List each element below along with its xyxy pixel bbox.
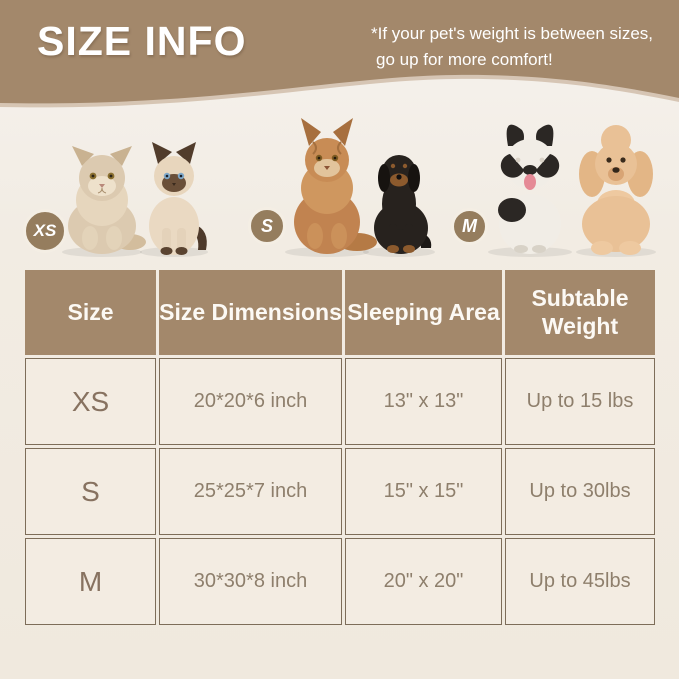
size-badge-m: M [451,208,488,245]
note-line-2: go up for more comfort! [376,49,553,69]
column-header-dimensions: Size Dimensions [159,270,342,355]
dachshund-dog-illustration [374,155,432,254]
cell-size-s: S [25,448,156,535]
pets-xs-image [62,142,208,257]
pets-s-image [285,118,435,257]
cell-weight-m: Up to 45lbs [505,538,655,625]
siamese-cat-illustration [149,142,207,255]
cell-weight-xs: Up to 15 lbs [505,358,655,445]
column-header-size: Size [25,270,156,355]
note-line-1: *If your pet's weight is between sizes, [371,24,653,43]
column-header-sleeping: Sleeping Area [345,270,502,355]
header-note: *If your pet's weight is between sizes, … [371,21,671,72]
cell-weight-s: Up to 30lbs [505,448,655,535]
cell-dimensions-s: 25*25*7 inch [159,448,342,535]
persian-cat-illustration [68,146,146,254]
cell-sleeping-area-s: 15" x 15" [345,448,502,535]
wave-main [0,0,679,104]
pets-m-image [488,124,656,257]
cell-size-m: M [25,538,156,625]
size-table: Size Size Dimensions Sleeping Area Subta… [25,270,655,625]
maine-coon-cat-illustration [294,118,377,254]
size-badge-xs: XS [23,209,67,253]
column-header-weight: Subtable Weight [505,270,655,355]
cell-size-xs: XS [25,358,156,445]
cell-sleeping-area-m: 20" x 20" [345,538,502,625]
french-bulldog-illustration [498,124,561,254]
cell-dimensions-m: 30*30*8 inch [159,538,342,625]
poodle-dog-illustration [579,125,653,255]
size-badge-s: S [248,207,286,245]
page-title: SIZE INFO [37,18,247,64]
cell-sleeping-area-xs: 13" x 13" [345,358,502,445]
cell-dimensions-xs: 20*20*6 inch [159,358,342,445]
header-banner-wave [0,0,679,108]
